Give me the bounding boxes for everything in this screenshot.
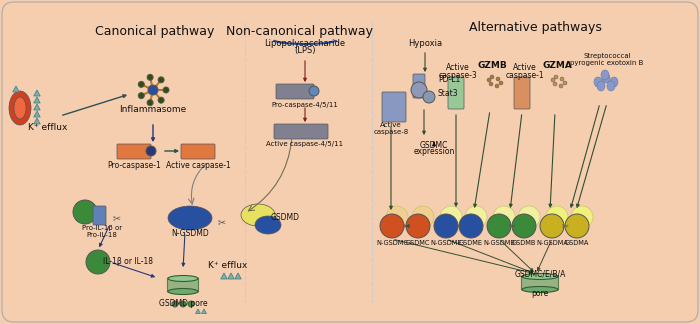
Polygon shape bbox=[228, 273, 234, 279]
Circle shape bbox=[158, 97, 164, 103]
Text: IL-1β or IL-18: IL-1β or IL-18 bbox=[103, 258, 153, 267]
Circle shape bbox=[386, 206, 408, 228]
Text: Active: Active bbox=[446, 64, 470, 73]
Circle shape bbox=[147, 100, 153, 106]
Ellipse shape bbox=[14, 97, 26, 119]
Circle shape bbox=[546, 206, 568, 228]
Circle shape bbox=[487, 78, 491, 82]
Text: GZMB: GZMB bbox=[477, 62, 507, 71]
Polygon shape bbox=[202, 309, 206, 314]
Circle shape bbox=[493, 206, 515, 228]
Text: expression: expression bbox=[413, 147, 455, 156]
Circle shape bbox=[423, 91, 435, 103]
Text: N-GSDMC: N-GSDMC bbox=[376, 240, 408, 246]
Circle shape bbox=[139, 81, 144, 87]
Circle shape bbox=[565, 214, 589, 238]
Text: ✂: ✂ bbox=[402, 223, 409, 232]
Text: Active caspase-1: Active caspase-1 bbox=[166, 160, 230, 169]
Circle shape bbox=[148, 85, 158, 95]
FancyBboxPatch shape bbox=[276, 84, 314, 99]
FancyBboxPatch shape bbox=[448, 77, 464, 109]
Text: GSDMD: GSDMD bbox=[270, 214, 300, 223]
Circle shape bbox=[551, 78, 555, 82]
Text: (LPS): (LPS) bbox=[294, 47, 316, 55]
Text: GSDME: GSDME bbox=[459, 240, 483, 246]
Text: ✂: ✂ bbox=[509, 223, 516, 232]
Circle shape bbox=[440, 206, 462, 228]
Text: caspase-1: caspase-1 bbox=[505, 71, 545, 79]
FancyBboxPatch shape bbox=[514, 77, 530, 109]
Text: GSDMB: GSDMB bbox=[512, 240, 536, 246]
FancyBboxPatch shape bbox=[274, 124, 328, 139]
Text: pyrogenic exotoxin B: pyrogenic exotoxin B bbox=[570, 60, 644, 66]
Circle shape bbox=[540, 214, 564, 238]
Ellipse shape bbox=[607, 81, 615, 91]
Ellipse shape bbox=[168, 288, 198, 295]
Circle shape bbox=[146, 146, 156, 156]
Text: GZMA: GZMA bbox=[542, 62, 572, 71]
Ellipse shape bbox=[602, 73, 610, 83]
Polygon shape bbox=[13, 86, 19, 92]
Text: pore: pore bbox=[531, 288, 549, 297]
FancyBboxPatch shape bbox=[117, 144, 151, 159]
Circle shape bbox=[139, 93, 144, 98]
Text: caspase-8: caspase-8 bbox=[373, 129, 409, 135]
Circle shape bbox=[380, 214, 404, 238]
Circle shape bbox=[406, 214, 430, 238]
Circle shape bbox=[434, 214, 458, 238]
Text: Stat3: Stat3 bbox=[437, 89, 458, 98]
Circle shape bbox=[553, 82, 557, 86]
Text: PD-L1: PD-L1 bbox=[438, 75, 461, 85]
Circle shape bbox=[496, 77, 500, 81]
Circle shape bbox=[495, 84, 499, 88]
Text: Pro-caspase-4/5/11: Pro-caspase-4/5/11 bbox=[272, 102, 338, 108]
Ellipse shape bbox=[601, 70, 609, 80]
Text: N-GSDMA: N-GSDMA bbox=[536, 240, 568, 246]
Polygon shape bbox=[34, 90, 40, 96]
Text: GSDMC/E/B/A: GSDMC/E/B/A bbox=[514, 270, 566, 279]
Polygon shape bbox=[34, 111, 40, 117]
Polygon shape bbox=[34, 97, 40, 103]
Ellipse shape bbox=[9, 91, 31, 125]
Circle shape bbox=[309, 86, 319, 96]
Circle shape bbox=[158, 77, 164, 83]
FancyBboxPatch shape bbox=[167, 278, 199, 292]
FancyBboxPatch shape bbox=[413, 74, 425, 98]
Text: N-GSDME: N-GSDME bbox=[430, 240, 462, 246]
FancyBboxPatch shape bbox=[181, 144, 215, 159]
Text: GSDMC: GSDMC bbox=[406, 240, 430, 246]
Circle shape bbox=[518, 206, 540, 228]
Text: Lipopolysaccharide: Lipopolysaccharide bbox=[265, 39, 346, 48]
Text: K⁺ efflux: K⁺ efflux bbox=[209, 260, 248, 270]
Circle shape bbox=[489, 82, 493, 86]
Circle shape bbox=[86, 250, 110, 274]
Text: Non-canonical pathway: Non-canonical pathway bbox=[227, 26, 374, 39]
Circle shape bbox=[172, 301, 178, 307]
Ellipse shape bbox=[522, 273, 558, 280]
Text: caspase-3: caspase-3 bbox=[439, 71, 477, 79]
Text: K⁺ efflux: K⁺ efflux bbox=[28, 123, 68, 133]
Ellipse shape bbox=[594, 77, 602, 87]
Polygon shape bbox=[34, 118, 40, 124]
Text: N-GSDMD: N-GSDMD bbox=[171, 228, 209, 237]
Polygon shape bbox=[234, 273, 241, 279]
Circle shape bbox=[490, 75, 494, 79]
Circle shape bbox=[163, 87, 169, 93]
Circle shape bbox=[412, 206, 434, 228]
Circle shape bbox=[563, 81, 567, 85]
Text: Canonical pathway: Canonical pathway bbox=[95, 26, 215, 39]
Text: Alternative pathways: Alternative pathways bbox=[468, 21, 601, 34]
Text: Pro-caspase-1: Pro-caspase-1 bbox=[107, 160, 161, 169]
Polygon shape bbox=[34, 104, 40, 110]
Text: N-GSDMB: N-GSDMB bbox=[483, 240, 515, 246]
Circle shape bbox=[499, 81, 503, 85]
FancyBboxPatch shape bbox=[382, 92, 406, 122]
Ellipse shape bbox=[522, 286, 558, 293]
FancyBboxPatch shape bbox=[93, 206, 106, 225]
Text: Active caspase-4/5/11: Active caspase-4/5/11 bbox=[267, 141, 344, 147]
Text: GSDMA: GSDMA bbox=[565, 240, 589, 246]
Text: Pro-IL-18: Pro-IL-18 bbox=[87, 232, 118, 238]
Text: ✂: ✂ bbox=[218, 217, 226, 227]
Polygon shape bbox=[195, 309, 200, 314]
